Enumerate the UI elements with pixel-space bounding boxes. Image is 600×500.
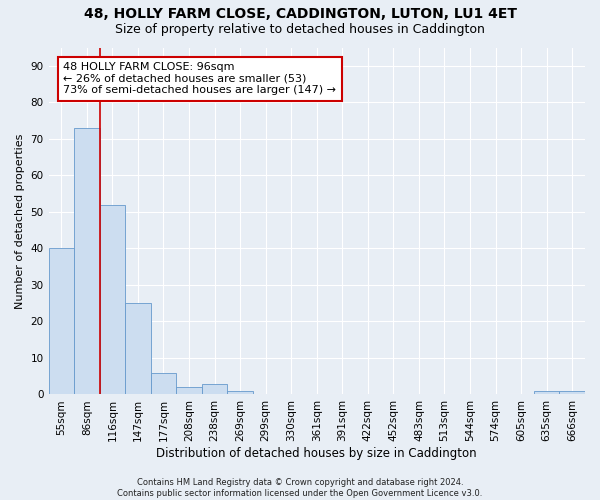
Bar: [534, 391, 559, 394]
Bar: [125, 303, 151, 394]
Bar: [227, 391, 253, 394]
Bar: [74, 128, 100, 394]
Bar: [176, 387, 202, 394]
Text: Contains HM Land Registry data © Crown copyright and database right 2024.
Contai: Contains HM Land Registry data © Crown c…: [118, 478, 482, 498]
Bar: [202, 384, 227, 394]
X-axis label: Distribution of detached houses by size in Caddington: Distribution of detached houses by size …: [157, 447, 477, 460]
Bar: [100, 204, 125, 394]
Bar: [151, 372, 176, 394]
Y-axis label: Number of detached properties: Number of detached properties: [15, 134, 25, 308]
Bar: [49, 248, 74, 394]
Text: 48 HOLLY FARM CLOSE: 96sqm
← 26% of detached houses are smaller (53)
73% of semi: 48 HOLLY FARM CLOSE: 96sqm ← 26% of deta…: [64, 62, 337, 96]
Text: Size of property relative to detached houses in Caddington: Size of property relative to detached ho…: [115, 22, 485, 36]
Text: 48, HOLLY FARM CLOSE, CADDINGTON, LUTON, LU1 4ET: 48, HOLLY FARM CLOSE, CADDINGTON, LUTON,…: [83, 8, 517, 22]
Bar: [559, 391, 585, 394]
